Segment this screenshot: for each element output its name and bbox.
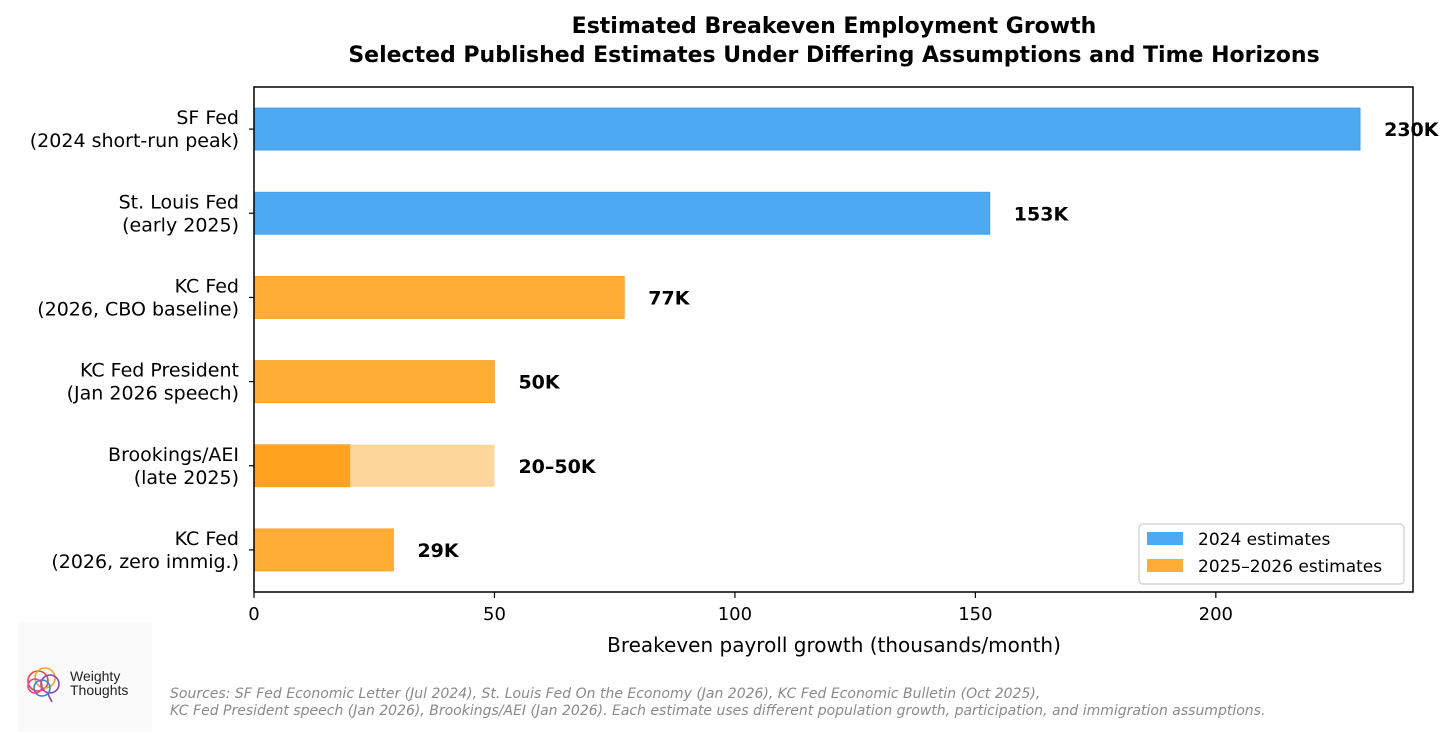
bar-1-value-label: 230K [1384, 119, 1440, 141]
bar-4 [253, 360, 495, 404]
x-tick-label-0: 0 [248, 604, 259, 625]
category-label-2-line-1: St. Louis Fed [119, 191, 239, 213]
category-label-6-line-1: KC Fed [175, 528, 239, 550]
category-label-1-line-2: (2024 short-run peak) [30, 130, 239, 152]
sources-line-1: Sources: SF Fed Economic Letter (Jul 202… [170, 686, 1041, 702]
legend-swatch-2025-2026 [1147, 559, 1183, 572]
bar-5-solid [253, 444, 351, 488]
bar-2-value-label: 153K [1014, 203, 1070, 225]
plot-frame [253, 86, 1414, 593]
bar-3 [253, 275, 625, 319]
bar-6 [253, 528, 394, 572]
x-tick-label-200: 200 [1199, 604, 1233, 625]
category-label-3-line-2: (2026, CBO baseline) [37, 298, 239, 320]
bar-5-value-label: 20–50K [518, 456, 596, 478]
legend-swatch-2024 [1147, 532, 1183, 545]
bar-2 [253, 191, 991, 235]
bar-3-value-label: 77K [648, 287, 690, 309]
category-label-6-line-2: (2026, zero immig.) [51, 551, 239, 573]
legend-label-2025-2026: 2025–2026 estimates [1198, 557, 1382, 577]
bar-6-value-label: 29K [417, 540, 459, 562]
category-label-5-line-1: Brookings/AEI [108, 444, 239, 466]
category-label-3-line-1: KC Fed [175, 275, 239, 297]
sources-line-2: KC Fed President speech (Jan 2026), Broo… [170, 703, 1266, 719]
bar-1 [253, 107, 1361, 151]
chart-title-line-2: Selected Published Estimates Under Diffe… [348, 43, 1319, 68]
sources-note: Sources: SF Fed Economic Letter (Jul 202… [170, 686, 1265, 720]
category-label-1-line-1: SF Fed [176, 107, 239, 129]
legend-label-2024: 2024 estimates [1198, 530, 1330, 550]
weighty-thoughts-logo: Weighty Thoughts [18, 622, 152, 732]
logo-text-line-2: Thoughts [70, 682, 129, 698]
bar-5-range [350, 444, 495, 487]
logo-text-line-1: Weighty [70, 668, 121, 684]
x-tick-label-100: 100 [718, 604, 752, 625]
legend: 2024 estimates 2025–2026 estimates [1138, 523, 1405, 585]
category-label-4-line-2: (Jan 2026 speech) [67, 383, 239, 405]
chart-title-line-1: Estimated Breakeven Employment Growth [572, 14, 1097, 39]
category-label-4-line-1: KC Fed President [80, 360, 239, 382]
overlapping-circles-logo-icon [27, 667, 60, 703]
x-axis-label: Breakeven payroll growth (thousands/mont… [607, 633, 1061, 657]
category-label-5-line-2: (late 2025) [134, 467, 239, 489]
category-label-2-line-2: (early 2025) [122, 214, 239, 236]
legend-box [1138, 523, 1405, 585]
bar-4-value-label: 50K [518, 372, 560, 394]
x-tick-label-150: 150 [958, 604, 992, 625]
x-tick-label-50: 50 [483, 604, 506, 625]
